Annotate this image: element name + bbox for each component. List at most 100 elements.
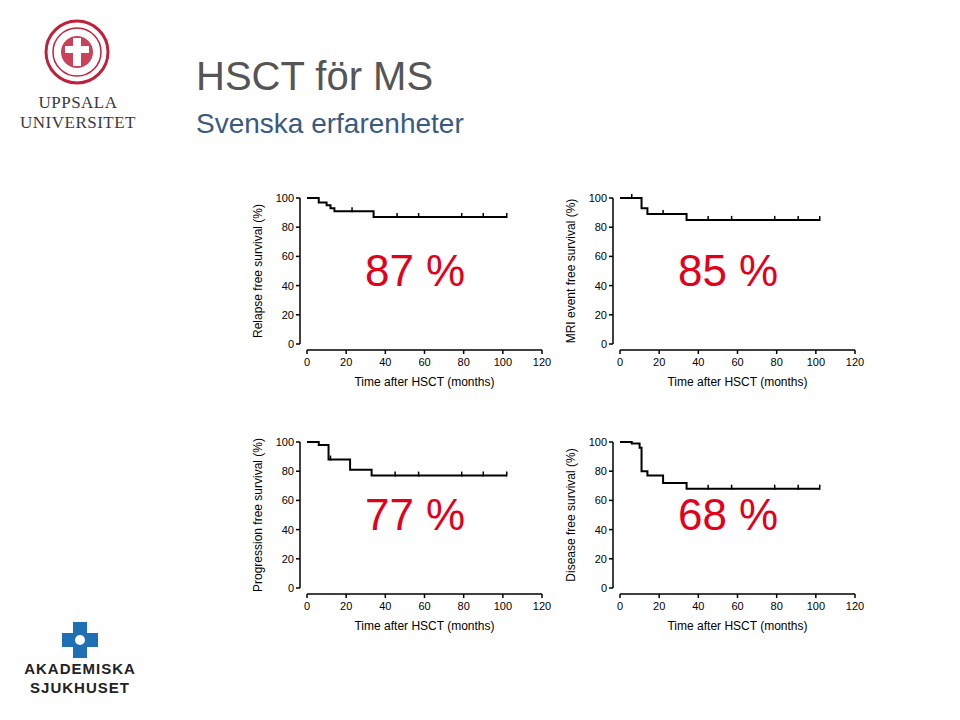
y-tick-label: 40: [282, 524, 294, 536]
y-tick-label: 40: [282, 280, 294, 292]
censor-mark: [506, 213, 508, 218]
y-tick-label: 20: [282, 553, 294, 565]
x-axis-label: Time after HSCT (months): [667, 619, 807, 633]
censor-mark: [418, 472, 420, 477]
y-axis-label: Progression free survival (%): [251, 438, 265, 592]
y-tick-label: 100: [276, 192, 294, 204]
x-tick: [345, 594, 347, 598]
annotation: 85 %: [678, 246, 778, 295]
x-tick: [776, 594, 778, 598]
censor-mark: [351, 207, 353, 212]
censor-mark: [797, 485, 799, 490]
x-tick-label: 120: [533, 600, 551, 612]
seal-ring: [46, 21, 108, 83]
y-tick: [296, 441, 300, 443]
x-axis-label: Time after HSCT (months): [354, 619, 494, 633]
y-tick: [296, 226, 300, 228]
x-tick: [385, 594, 387, 598]
plot-data: [620, 194, 820, 221]
censor-mark: [731, 216, 733, 221]
x-tick: [424, 594, 426, 598]
censor-mark: [461, 472, 463, 477]
x-tick: [502, 594, 504, 598]
y-tick: [609, 256, 613, 258]
x-tick: [815, 594, 817, 598]
x-tick-label: 0: [304, 356, 310, 368]
y-axis: [299, 442, 301, 588]
x-tick-label: 40: [692, 600, 704, 612]
censor-mark: [483, 472, 485, 477]
x-tick-label: 120: [533, 356, 551, 368]
x-tick-label: 40: [379, 356, 391, 368]
censor-mark: [418, 213, 420, 218]
slide: UPPSALAUNIVERSITETAKADEMISKASJUKHUSETHSC…: [0, 0, 960, 720]
cross-bar: [73, 622, 87, 658]
censor-mark: [396, 213, 398, 218]
x-axis-label: Time after HSCT (months): [667, 375, 807, 389]
x-tick-label: 120: [846, 600, 864, 612]
x-tick-label: 20: [340, 600, 352, 612]
x-tick: [345, 350, 347, 354]
x-tick: [306, 594, 308, 598]
y-tick: [296, 529, 300, 531]
x-tick: [619, 594, 621, 598]
cross-center: [75, 635, 85, 645]
plot-data: [307, 442, 507, 477]
censor-mark: [394, 472, 396, 477]
x-tick-label: 80: [771, 356, 783, 368]
censor-mark: [707, 216, 709, 221]
chart: 020406080100020406080100120Time after HS…: [564, 192, 864, 389]
title: HSCT för MS: [196, 54, 433, 98]
x-tick: [541, 350, 543, 354]
subtitle: Svenska erfarenheter: [196, 108, 464, 139]
y-tick: [609, 197, 613, 199]
x-tick: [776, 350, 778, 354]
x-tick: [463, 350, 465, 354]
x-tick: [854, 594, 856, 598]
logo-text: SJUKHUSET: [30, 679, 130, 696]
x-tick-label: 40: [692, 356, 704, 368]
censor-mark: [631, 194, 633, 199]
seal-center: [61, 36, 93, 68]
censor-mark: [461, 213, 463, 218]
y-tick: [296, 343, 300, 345]
x-tick: [815, 350, 817, 354]
x-tick: [619, 350, 621, 354]
survival-curve: [307, 442, 507, 476]
y-tick-label: 40: [595, 524, 607, 536]
x-tick-label: 80: [458, 600, 470, 612]
y-tick: [296, 314, 300, 316]
y-tick-label: 20: [595, 309, 607, 321]
x-tick-label: 60: [418, 356, 430, 368]
x-tick-label: 0: [617, 356, 623, 368]
y-tick-label: 60: [595, 250, 607, 262]
y-tick-label: 100: [589, 436, 607, 448]
y-tick: [296, 197, 300, 199]
logo-text: UPPSALA: [38, 93, 117, 112]
y-tick: [296, 256, 300, 258]
y-tick: [609, 500, 613, 502]
y-axis: [299, 198, 301, 344]
seal-ring: [53, 28, 101, 76]
y-tick: [296, 558, 300, 560]
y-tick: [609, 285, 613, 287]
chart: 020406080100020406080100120Time after HS…: [251, 192, 551, 389]
y-axis: [612, 198, 614, 344]
logo-text: AKADEMISKA: [24, 660, 136, 677]
x-tick-label: 100: [494, 600, 512, 612]
y-tick-label: 100: [276, 436, 294, 448]
chart: 020406080100020406080100120Time after HS…: [564, 436, 864, 633]
censor-mark: [819, 216, 821, 221]
x-tick-label: 0: [617, 600, 623, 612]
y-tick-label: 80: [282, 221, 294, 233]
x-tick-label: 60: [418, 600, 430, 612]
x-tick: [698, 594, 700, 598]
y-tick: [609, 470, 613, 472]
plot-data: [620, 442, 820, 490]
x-tick: [658, 594, 660, 598]
x-tick: [737, 350, 739, 354]
x-tick-label: 80: [458, 356, 470, 368]
x-tick-label: 100: [494, 356, 512, 368]
y-tick-label: 60: [282, 250, 294, 262]
censor-mark: [506, 472, 508, 477]
